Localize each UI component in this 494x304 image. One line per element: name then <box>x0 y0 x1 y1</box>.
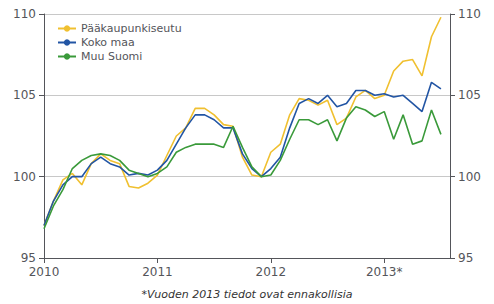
svg-text:110: 110 <box>458 7 481 21</box>
svg-text:110: 110 <box>13 7 36 21</box>
svg-text:95: 95 <box>21 251 36 265</box>
svg-text:*Vuoden 2013 tiedot ovat ennak: *Vuoden 2013 tiedot ovat ennakollisia <box>142 288 353 301</box>
svg-text:105: 105 <box>13 88 36 102</box>
svg-text:2010: 2010 <box>29 265 60 279</box>
svg-text:Pääkaupunkiseutu: Pääkaupunkiseutu <box>81 22 182 35</box>
svg-text:100: 100 <box>458 170 481 184</box>
svg-text:Koko maa: Koko maa <box>81 36 135 49</box>
svg-text:2012: 2012 <box>256 265 287 279</box>
svg-text:100: 100 <box>13 170 36 184</box>
svg-text:105: 105 <box>458 88 481 102</box>
svg-text:95: 95 <box>458 251 473 265</box>
svg-text:2011: 2011 <box>142 265 173 279</box>
svg-text:Muu Suomi: Muu Suomi <box>81 50 142 63</box>
svg-text:2013*: 2013* <box>366 265 403 279</box>
